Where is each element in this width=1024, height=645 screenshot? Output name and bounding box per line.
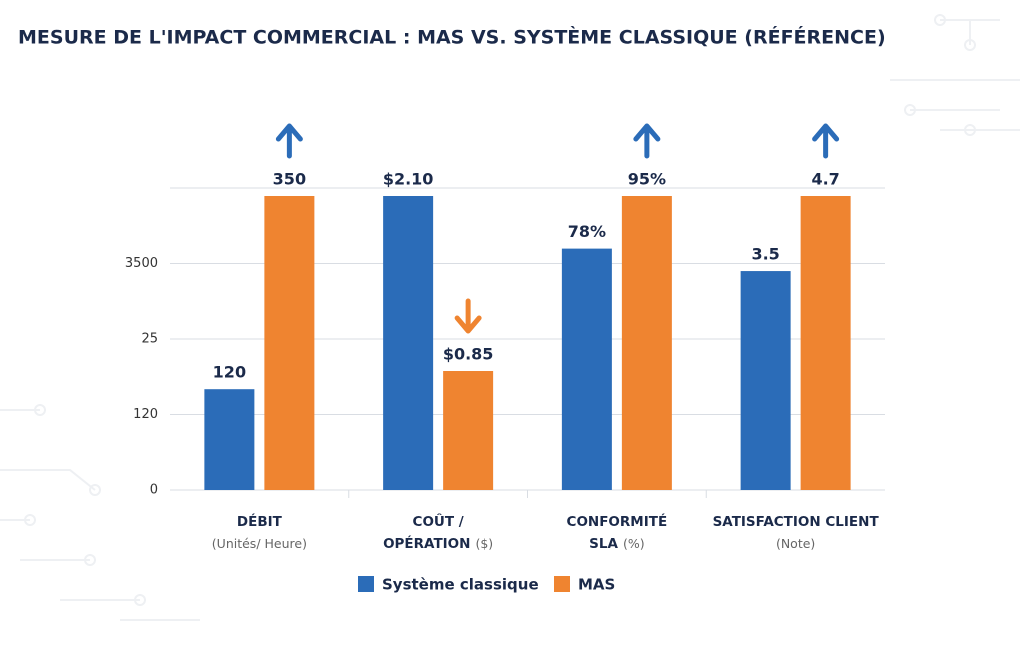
bar: [443, 371, 494, 490]
arrow-shape: [633, 123, 661, 159]
x-tick-label: SATISFACTION CLIENT (Note): [713, 514, 880, 551]
category-unit: (Unités/ Heure): [212, 536, 307, 551]
x-tick-label: CONFORMITÉ SLA (%): [567, 513, 668, 552]
data-label: 78%: [568, 222, 606, 241]
data-label: 3.5: [751, 245, 779, 264]
legend-label: Système classique: [382, 576, 539, 594]
category-unit: (Note): [776, 536, 815, 551]
data-label: 4.7: [811, 170, 839, 189]
category-line: SLA: [589, 536, 618, 552]
legend-swatch: [358, 576, 374, 592]
bar: [800, 196, 851, 490]
data-label: 350: [273, 170, 306, 189]
data-label: $2.10: [383, 170, 434, 189]
trend-arrow: [275, 123, 303, 159]
trend-arrow: [454, 298, 482, 334]
x-tick-label: COÛT / OPÉRATION ($): [383, 512, 493, 552]
data-label: 120: [213, 363, 246, 382]
category-line: CONFORMITÉ: [567, 513, 668, 530]
legend-label: MAS: [578, 576, 615, 594]
arrow-shape: [454, 298, 482, 334]
y-tick-label: 120: [133, 407, 158, 422]
bar: [561, 248, 612, 490]
y-tick-label: 25: [141, 332, 158, 347]
legend-swatch: [554, 576, 570, 592]
category-line: OPÉRATION: [383, 535, 470, 552]
bar: [204, 389, 255, 490]
category-line: COÛT /: [413, 512, 464, 530]
bar: [264, 196, 315, 490]
y-tick-label: 0: [150, 483, 158, 498]
data-label: 95%: [628, 170, 666, 189]
bar: [383, 196, 434, 490]
category-unit: (%): [623, 536, 645, 551]
bar: [621, 196, 672, 490]
circuit-decoration: [0, 14, 1020, 621]
chart-title: MESURE DE L'IMPACT COMMERCIAL : MAS VS. …: [18, 26, 886, 49]
trend-arrow: [633, 123, 661, 159]
x-tick-label: DÉBIT (Unités/ Heure): [212, 513, 307, 551]
trend-arrow: [812, 123, 840, 159]
category-unit: ($): [475, 536, 493, 551]
category-line: DÉBIT: [237, 513, 283, 530]
arrow-shape: [275, 123, 303, 159]
arrow-shape: [812, 123, 840, 159]
data-label: $0.85: [443, 345, 494, 364]
y-tick-label: 3500: [125, 256, 158, 271]
category-line: SATISFACTION CLIENT: [713, 514, 880, 530]
bar: [740, 271, 791, 490]
